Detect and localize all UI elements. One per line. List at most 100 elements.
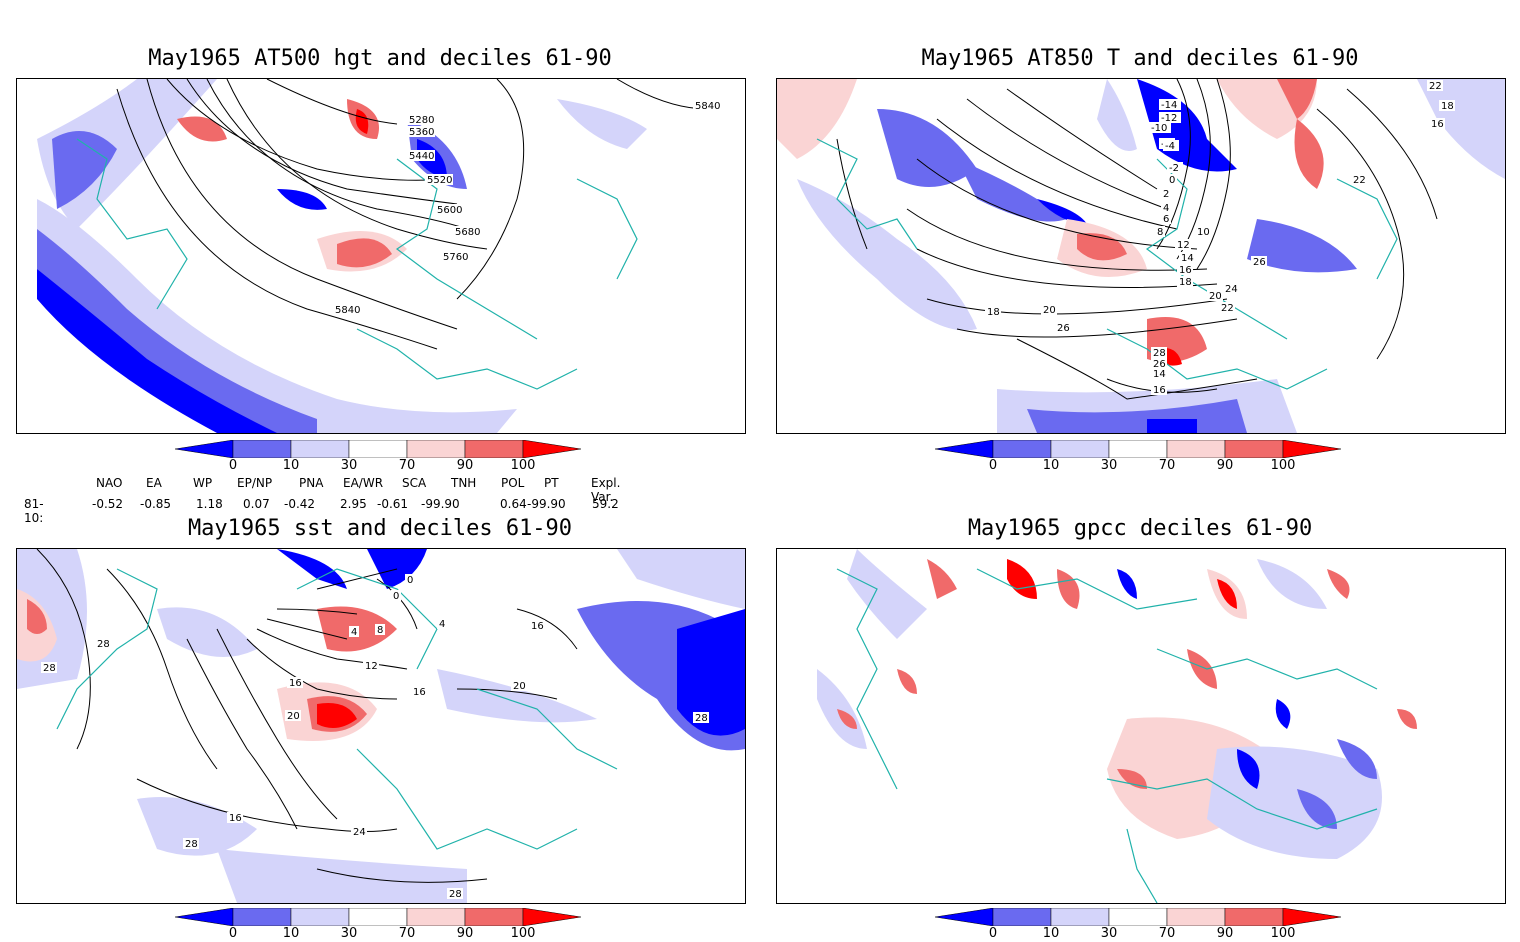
contour-label: 5760 bbox=[441, 251, 469, 263]
panel-title-at850: May1965 AT850 T and deciles 61-90 bbox=[921, 46, 1359, 71]
contour-label: 8 bbox=[1155, 226, 1165, 238]
contour-label: 24 bbox=[351, 826, 367, 838]
svg-text:28: 28 bbox=[449, 889, 462, 900]
colorbar-sst-scale bbox=[174, 907, 582, 927]
contour-label: -14 bbox=[1159, 99, 1181, 111]
colorbar-tick-10: 10 bbox=[1042, 926, 1060, 941]
svg-text:8: 8 bbox=[1157, 227, 1163, 238]
colorbar-tick-90: 90 bbox=[1216, 926, 1234, 941]
contour-label: 18 bbox=[1177, 276, 1193, 288]
contour-label: 16 bbox=[227, 812, 243, 824]
svg-text:22: 22 bbox=[1353, 175, 1366, 186]
contour-label: 4 bbox=[349, 626, 359, 638]
colorbar-tick-30: 30 bbox=[1100, 458, 1118, 473]
colorbar-at850-scale bbox=[934, 439, 1342, 459]
contour-label: 24 bbox=[1223, 283, 1239, 295]
svg-text:5600: 5600 bbox=[437, 205, 462, 216]
colorbar-tick-70: 70 bbox=[1158, 926, 1176, 941]
index-header-epnp: EP/NP bbox=[237, 476, 273, 490]
contour-label: -2 bbox=[1167, 162, 1183, 174]
colorbar-tick-0: 0 bbox=[988, 926, 998, 941]
contour-label: 4 bbox=[437, 618, 447, 630]
colorbar-gpcc: 0 10 30 70 90 100 bbox=[934, 907, 1355, 942]
contour-label: 26 bbox=[1251, 256, 1267, 268]
contour-label: 5840 bbox=[693, 100, 721, 112]
svg-text:22: 22 bbox=[1429, 81, 1442, 92]
index-header-nao: NAO bbox=[96, 476, 123, 490]
svg-text:16: 16 bbox=[289, 678, 302, 689]
contour-label: 16 bbox=[287, 677, 303, 689]
svg-text:8: 8 bbox=[377, 625, 383, 636]
svg-text:5680: 5680 bbox=[455, 227, 480, 238]
svg-text:4: 4 bbox=[1163, 203, 1169, 214]
contour-label: 28 bbox=[447, 888, 463, 900]
svg-text:28: 28 bbox=[43, 663, 56, 674]
contour-label: -12 bbox=[1159, 112, 1181, 124]
svg-text:16: 16 bbox=[1431, 119, 1444, 130]
svg-text:28: 28 bbox=[1153, 348, 1166, 359]
svg-text:0: 0 bbox=[407, 575, 413, 586]
contour-label: 16 bbox=[529, 620, 545, 632]
colorbar-tick-0: 0 bbox=[228, 458, 238, 473]
svg-text:5280: 5280 bbox=[409, 115, 434, 126]
svg-text:5840: 5840 bbox=[695, 101, 720, 112]
panel-title-at500: May1965 AT500 hgt and deciles 61-90 bbox=[148, 46, 612, 71]
svg-text:12: 12 bbox=[365, 661, 378, 672]
svg-text:16: 16 bbox=[1179, 265, 1192, 276]
map-sst: 00 4 8 12 16 20 24 28 28 28 16 20 28 16 4 16 28 bbox=[17, 549, 745, 903]
svg-text:5520: 5520 bbox=[427, 175, 452, 186]
map-panel-gpcc bbox=[776, 548, 1506, 904]
contour-label: 26 bbox=[1151, 358, 1167, 370]
svg-text:26: 26 bbox=[1153, 359, 1166, 370]
index-value-sca: -0.61 bbox=[377, 497, 409, 511]
colorbar-tick-90: 90 bbox=[456, 926, 474, 941]
svg-text:26: 26 bbox=[1253, 257, 1266, 268]
contour-label: 4 bbox=[1161, 202, 1171, 214]
colorbar-at850: 0 10 30 70 90 100 bbox=[934, 439, 1355, 474]
colorbar-tick-70: 70 bbox=[1158, 458, 1176, 473]
index-header-pt: PT bbox=[544, 476, 559, 490]
index-value-epnp: 0.07 bbox=[243, 497, 270, 511]
index-value-tnh: -99.90 bbox=[421, 497, 460, 511]
colorbar-tick-10: 10 bbox=[282, 926, 300, 941]
contour-label: 26 bbox=[1055, 322, 1071, 334]
contour-label: 14 bbox=[1179, 252, 1195, 264]
index-row-label: 81-10: bbox=[24, 497, 44, 525]
colorbar-tick-10: 10 bbox=[1042, 458, 1060, 473]
svg-text:10: 10 bbox=[1197, 227, 1210, 238]
index-header-pna: PNA bbox=[299, 476, 324, 490]
svg-text:20: 20 bbox=[1209, 291, 1222, 302]
svg-text:26: 26 bbox=[1057, 323, 1070, 334]
svg-text:2: 2 bbox=[1163, 189, 1169, 200]
contour-label: 22 bbox=[1219, 302, 1235, 314]
svg-text:24: 24 bbox=[1225, 284, 1238, 295]
colorbar-tick-100: 100 bbox=[510, 458, 536, 473]
index-header-expl-var: Expl. Var. bbox=[591, 476, 621, 504]
svg-text:5760: 5760 bbox=[443, 252, 468, 263]
index-value-eawr: 2.95 bbox=[340, 497, 367, 511]
contour-label: 22 bbox=[1427, 80, 1443, 92]
index-header-wp: WP bbox=[193, 476, 213, 490]
contour-label: 28 bbox=[95, 638, 111, 650]
svg-text:16: 16 bbox=[531, 621, 544, 632]
svg-text:-10: -10 bbox=[1151, 123, 1167, 134]
contour-label: 20 bbox=[511, 680, 527, 692]
svg-text:16: 16 bbox=[229, 813, 242, 824]
contour-label: 5600 bbox=[435, 204, 463, 216]
contour-label: 16 bbox=[1151, 384, 1167, 396]
contour-label: 6 bbox=[1161, 213, 1171, 225]
index-header-tnh: TNH bbox=[451, 476, 477, 490]
colorbar-tick-30: 30 bbox=[340, 458, 358, 473]
svg-text:20: 20 bbox=[1043, 305, 1056, 316]
contour-label: 5360 bbox=[407, 126, 435, 138]
contour-label: 5840 bbox=[333, 304, 361, 316]
index-value-wp: 1.18 bbox=[196, 497, 223, 511]
contour-label: -4 bbox=[1163, 140, 1179, 152]
contour-label: 22 bbox=[1351, 174, 1367, 186]
svg-text:18: 18 bbox=[1179, 277, 1192, 288]
index-value-pt: -99.90 bbox=[527, 497, 566, 511]
contour-label: 16 bbox=[1429, 118, 1445, 130]
svg-text:0: 0 bbox=[393, 591, 399, 602]
colorbar-tick-70: 70 bbox=[398, 926, 416, 941]
